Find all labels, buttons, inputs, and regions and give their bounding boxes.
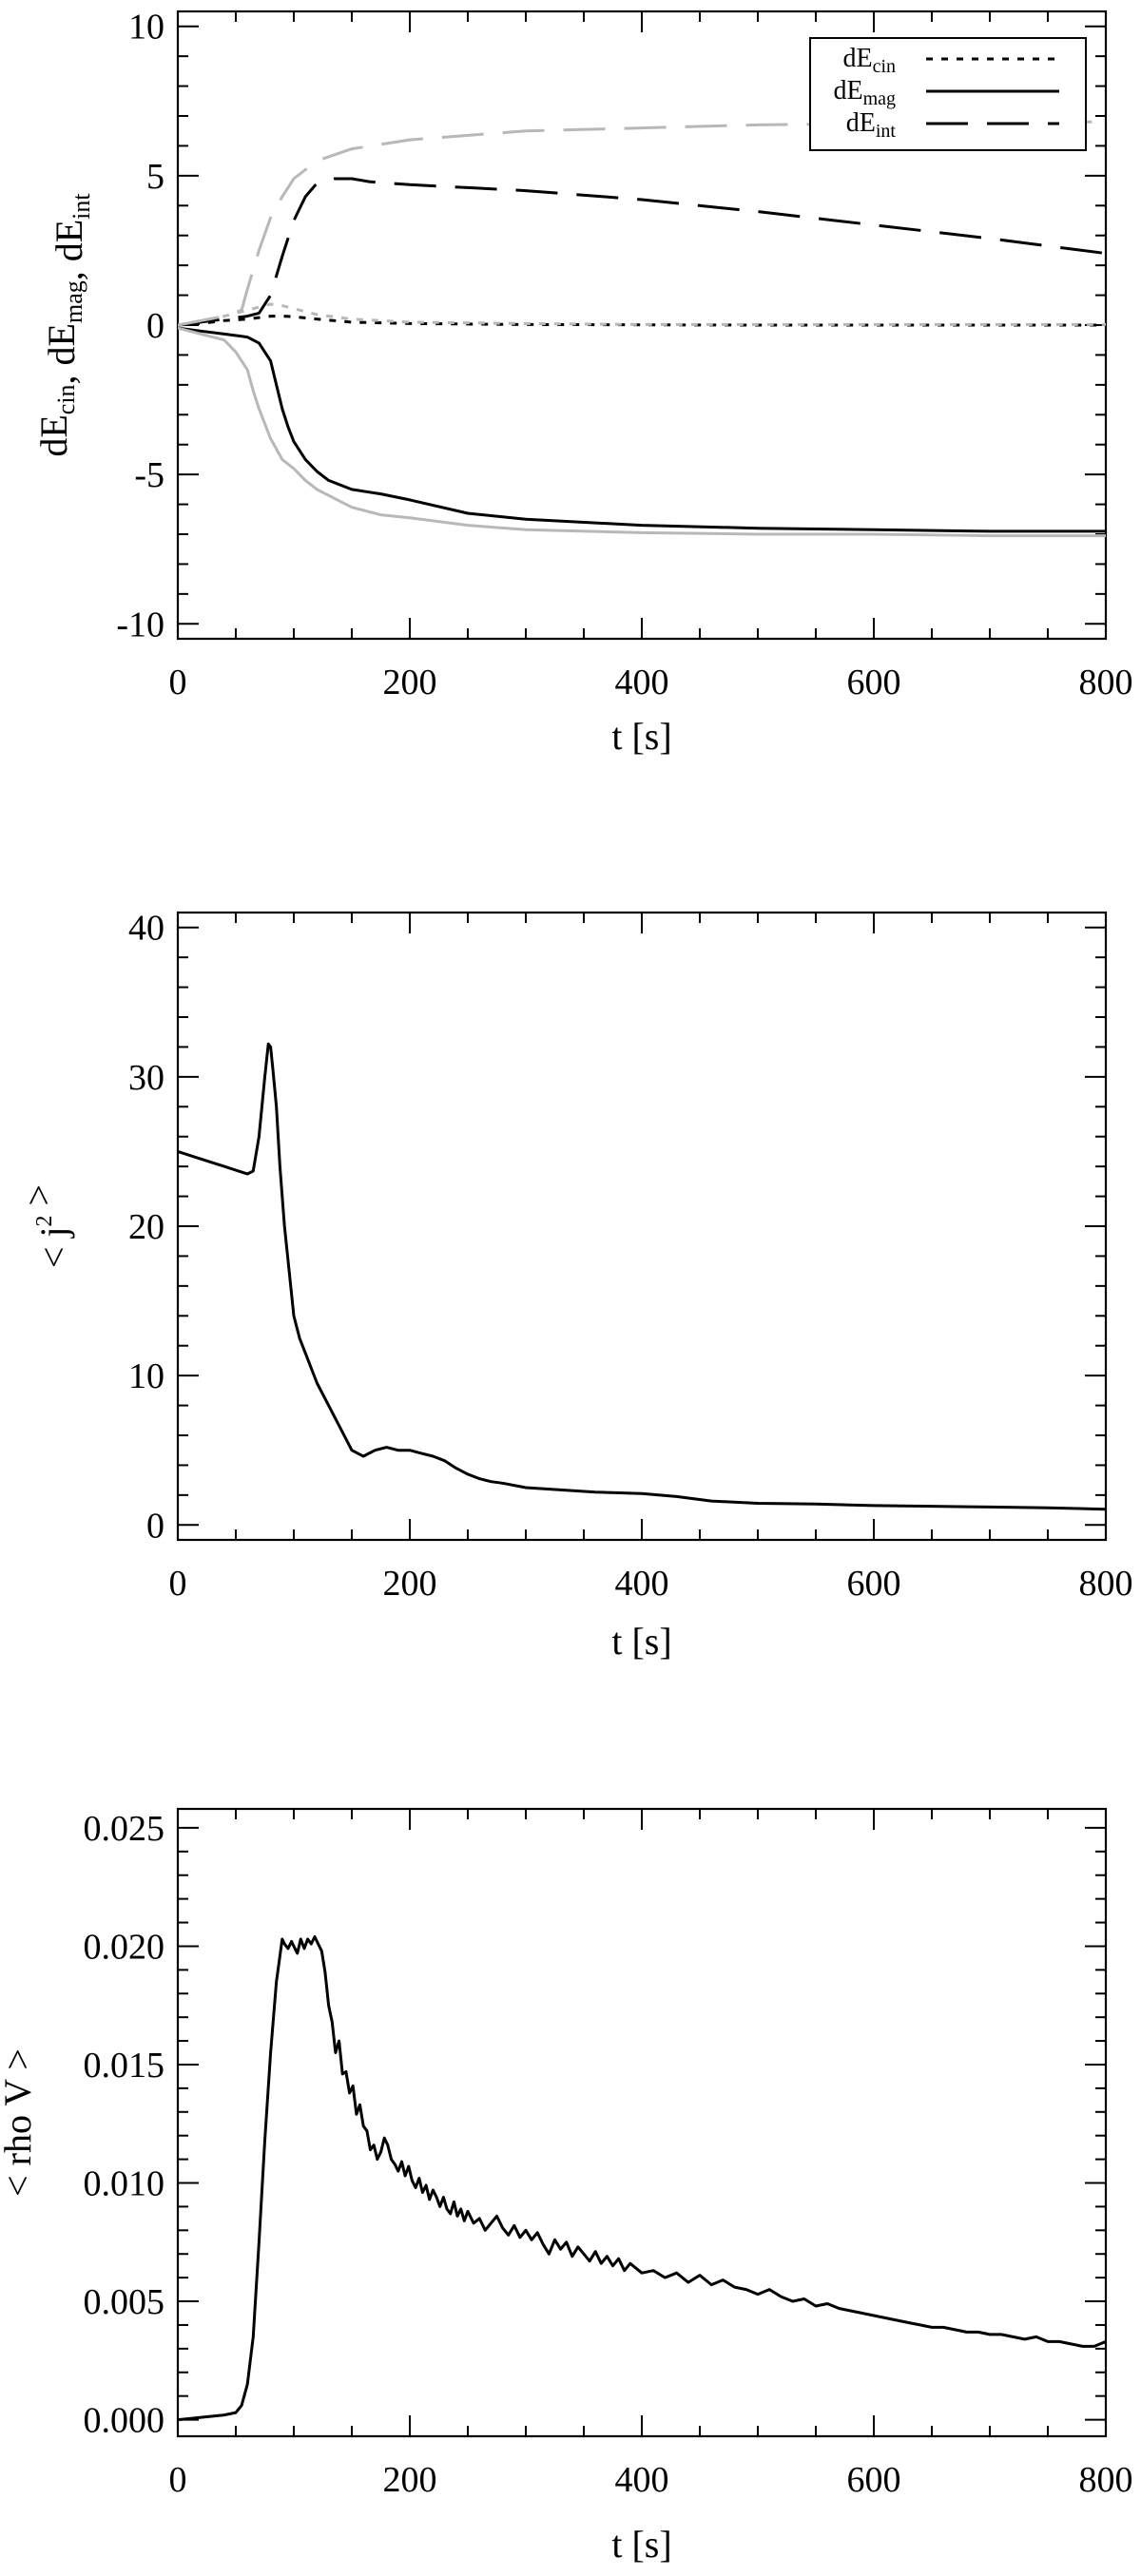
legend-label: dEcin [842,44,896,77]
x-tick-label: 600 [847,2460,901,2500]
y-tick-label: 10 [128,8,164,48]
y-axis-title-part: mag [60,280,87,323]
x-tick-label: 800 [1079,1564,1133,1604]
y-axis-title-part: int [68,193,95,220]
x-tick-label: 200 [383,2460,437,2500]
x-axis-title: t [s] [611,1620,671,1663]
y-axis-title-part: , dE [48,220,90,280]
x-tick-label: 800 [1079,663,1133,702]
y-tick-label: 0.000 [84,2401,165,2441]
x-tick-label: 200 [383,663,437,702]
y-tick-label: 40 [128,909,164,949]
legend-box [809,37,1087,151]
plot-frame [176,1807,1108,2438]
plot-frame [176,911,1108,1542]
y-tick-label: 0.010 [84,2164,165,2204]
x-tick-label: 400 [615,663,669,702]
y-tick-label: 30 [128,1058,164,1098]
x-tick-label: 0 [169,663,187,702]
series-line-de-cin-ref [178,302,1106,327]
y-tick-label: -10 [116,605,164,644]
x-axis-title: t [s] [611,715,671,758]
y-axis-title-part: , dE [40,323,83,384]
series-line-line-1 [178,1935,1106,2422]
x-tick-label: 600 [847,663,901,702]
y-axis-title-part: > [17,1184,60,1216]
y-axis-title-part: < j [32,1226,75,1268]
y-tick-label: 0.020 [84,1927,165,1967]
series-line-de-mag-ref [178,326,1106,538]
x-tick-label: 400 [615,1564,669,1604]
x-tick-label: 400 [615,2460,669,2500]
y-tick-label: 20 [128,1207,164,1247]
y-tick-label: 0.005 [84,2282,165,2322]
series-line-de-mag [178,326,1106,533]
series-line-de-int-ref [178,120,1106,327]
y-tick-label: 0 [146,306,164,346]
y-axis-title: < rho V > [0,2048,39,2197]
x-tick-label: 200 [383,1564,437,1604]
y-tick-label: -5 [134,455,164,495]
y-tick-label: 0.015 [84,2046,165,2086]
y-axis-title-part: cin [52,384,80,414]
y-tick-label: 10 [128,1356,164,1396]
y-tick-label: 0.025 [84,1809,165,1849]
y-tick-label: 0 [146,1506,164,1546]
series-line-de-int [178,177,1106,327]
chart-panel-2: 0 200 400 600 800 0 10 20 30 40 t [s] < j2 > [17,909,1133,1663]
y-tick-label: 5 [146,157,164,197]
x-tick-label: 0 [169,1564,187,1604]
x-axis-title: t [s] [611,2523,671,2566]
y-axis-title: < j2 > [17,1184,75,1268]
x-tick-label: 600 [847,1564,901,1604]
legend-label: dEint [846,108,897,142]
y-axis-title-part: dE [32,414,75,456]
legend-label: dEmag [833,76,896,109]
x-tick-label: 0 [169,2460,187,2500]
chart-panel-3: 0 200 400 600 800 0.000 0.005 0.010 0.015 0.020 0.… [0,1807,1133,2566]
y-axis-title: dEcin, dEmag, dEint [32,193,95,457]
series-line-de-cin [178,315,1106,327]
x-tick-label: 800 [1079,2460,1133,2500]
y-axis-title-part: 2 [32,1215,57,1226]
series-line-line-1 [178,1042,1106,1511]
